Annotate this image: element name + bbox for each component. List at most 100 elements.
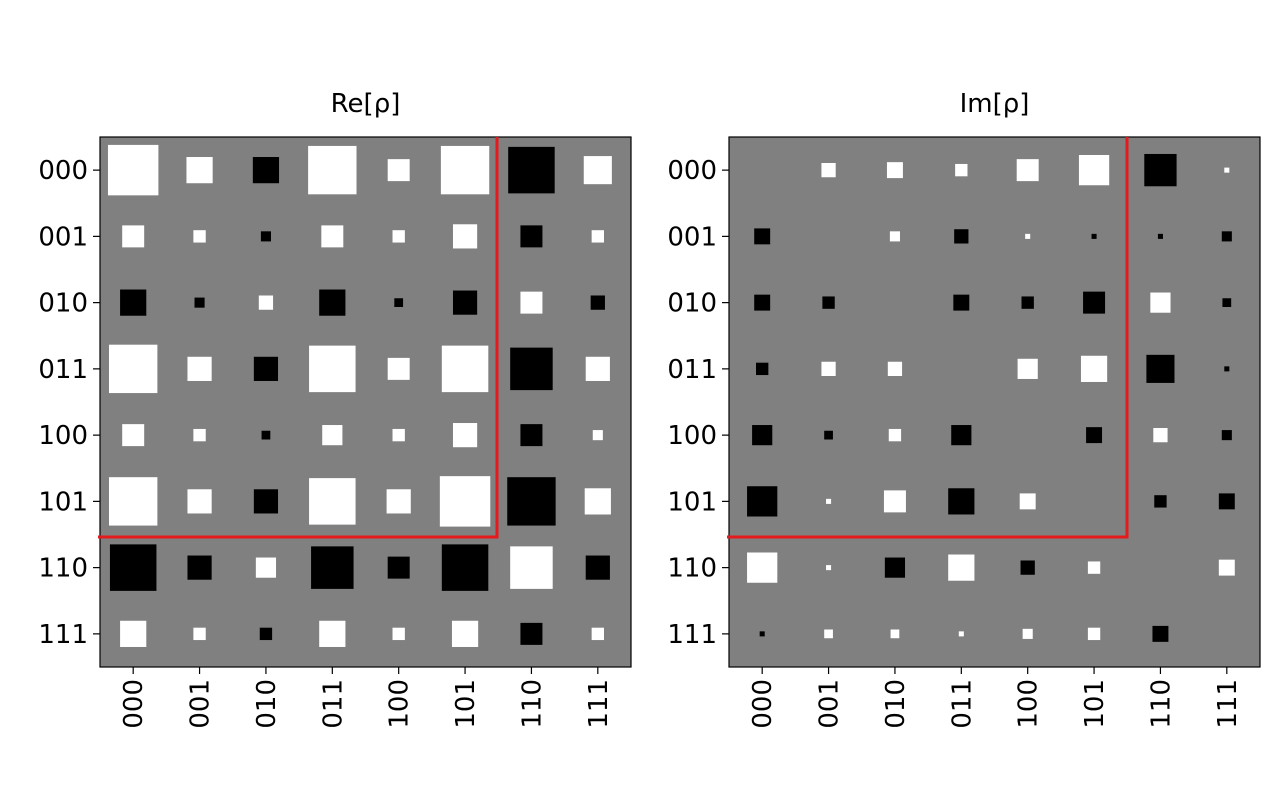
x-tick-label: 001 <box>186 679 216 729</box>
hinton-square <box>1016 159 1039 182</box>
x-tick-label: 110 <box>517 679 547 729</box>
hinton-square <box>510 546 553 589</box>
hinton-square <box>890 629 900 639</box>
hinton-square <box>122 225 145 248</box>
hinton-square <box>253 356 279 381</box>
hinton-square <box>592 430 603 441</box>
hinton-square <box>953 294 970 311</box>
hinton-square <box>1221 430 1232 441</box>
hinton-square <box>585 555 610 580</box>
chart-title: Re[ρ] <box>331 89 401 119</box>
hinton-square <box>193 230 206 243</box>
y-tick-label: 010 <box>667 289 717 319</box>
hinton-square <box>822 296 835 309</box>
hinton-square <box>194 297 205 308</box>
y-tick-label: 111 <box>667 620 717 650</box>
hinton-square <box>1154 495 1167 508</box>
hinton-square <box>520 225 543 248</box>
x-tick-label: 101 <box>1080 679 1110 729</box>
hinton-square <box>821 162 836 178</box>
hinton-square <box>1086 427 1103 444</box>
hinton-square <box>1087 561 1101 574</box>
hinton-square <box>1019 493 1036 510</box>
chart-title: Im[ρ] <box>960 89 1030 119</box>
hinton-square <box>1146 354 1175 383</box>
hinton-square <box>520 622 543 645</box>
hinton-square <box>392 230 405 243</box>
hinton-square <box>186 157 213 184</box>
y-tick-label: 110 <box>38 554 88 584</box>
hinton-square <box>747 486 778 517</box>
hinton-square <box>308 145 357 195</box>
hinton-square <box>319 620 346 647</box>
hinton-square <box>889 231 900 242</box>
hinton-square <box>441 345 489 393</box>
hinton-square <box>193 627 206 641</box>
hinton-square <box>520 291 543 314</box>
hinton-square <box>261 430 271 440</box>
hinton-square <box>955 163 968 177</box>
hinton-square <box>510 347 553 391</box>
hinton-square <box>1020 560 1035 575</box>
hinton-square <box>591 627 604 641</box>
hinton-square <box>508 146 555 194</box>
plots: Re[ρ] 000 000 001 001 010 010 011 011 100 100 101 10… <box>38 89 1261 729</box>
hinton-square <box>1218 559 1235 576</box>
hinton-square <box>1157 233 1163 239</box>
y-tick-label: 001 <box>38 222 88 252</box>
hinton-square <box>387 357 410 380</box>
hinton-square <box>824 430 833 440</box>
hinton-square <box>392 428 405 442</box>
hinton-square <box>754 294 771 311</box>
hinton-square <box>321 225 344 248</box>
hinton-square <box>258 295 274 310</box>
hinton-square <box>120 620 147 647</box>
hinton-square <box>1025 233 1031 239</box>
hinton-square <box>311 546 354 589</box>
hinton-square <box>1224 167 1230 173</box>
hinton-square <box>452 423 478 448</box>
hinton-square <box>1091 233 1097 239</box>
y-tick-label: 000 <box>667 156 717 186</box>
hinton-square <box>1022 628 1033 639</box>
hinton-square <box>754 228 771 245</box>
hinton-square <box>888 428 902 442</box>
hinton-square <box>259 627 273 641</box>
x-tick-label: 000 <box>119 679 149 729</box>
hinton-square <box>948 554 975 581</box>
hinton-square <box>440 145 490 195</box>
hinton-square <box>255 557 277 578</box>
hinton-square <box>583 156 612 185</box>
hinton-square <box>1017 358 1038 379</box>
hinton-square <box>252 157 280 184</box>
hinton-square <box>386 489 411 514</box>
hinton-square <box>452 224 478 249</box>
hinton-square <box>948 488 975 515</box>
hinton-square <box>1224 366 1230 372</box>
y-tick-label: 101 <box>667 487 717 517</box>
hinton-square <box>821 361 836 377</box>
hinton-square <box>747 552 778 583</box>
hinton-square <box>1221 231 1232 242</box>
hinton-square <box>1153 427 1168 443</box>
hinton-square <box>452 290 478 315</box>
hinton-square <box>193 428 206 442</box>
hinton-square <box>260 231 271 242</box>
hinton-square <box>322 425 343 446</box>
hinton-square <box>1087 627 1101 641</box>
hinton-square <box>1080 355 1108 382</box>
hinton-square <box>108 477 158 526</box>
hinton-square <box>886 162 903 179</box>
hinton-square <box>187 356 212 381</box>
hinton-square <box>108 344 158 394</box>
hinton-square <box>884 557 906 578</box>
hinton-square <box>187 555 212 580</box>
hinton-square <box>951 425 972 446</box>
hinton-square <box>507 477 556 526</box>
x-tick-label: 011 <box>947 679 977 729</box>
hinton-square <box>309 478 356 525</box>
x-tick-label: 011 <box>318 679 348 729</box>
hinton-square <box>591 230 604 243</box>
hinton-square <box>824 629 833 639</box>
